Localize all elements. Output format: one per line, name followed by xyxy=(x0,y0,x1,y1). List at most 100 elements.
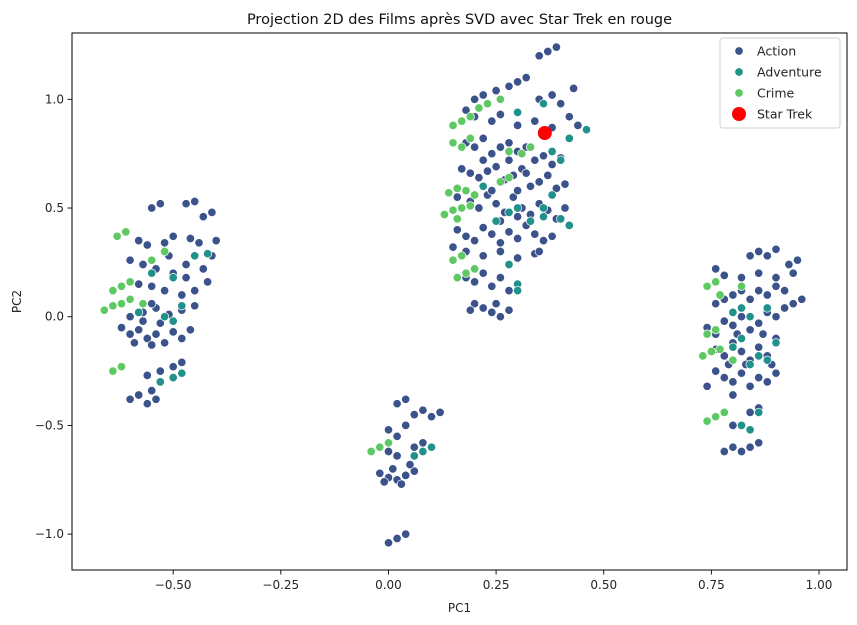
y-tick-label: 0.5 xyxy=(45,201,64,215)
data-point xyxy=(125,294,135,304)
data-point xyxy=(478,303,488,313)
data-point xyxy=(465,201,475,211)
data-point xyxy=(478,251,488,261)
data-point xyxy=(719,407,729,417)
data-point xyxy=(513,233,523,244)
data-point xyxy=(147,255,157,265)
data-point xyxy=(177,290,187,300)
data-point xyxy=(504,81,514,91)
data-point xyxy=(745,325,755,335)
data-point xyxy=(160,312,170,322)
data-point xyxy=(444,188,454,198)
data-point xyxy=(491,86,501,96)
data-point xyxy=(482,99,493,109)
data-point xyxy=(134,236,144,246)
data-point xyxy=(452,225,462,235)
data-point xyxy=(198,212,208,222)
data-point xyxy=(457,251,467,261)
data-point xyxy=(147,268,157,278)
data-point xyxy=(698,351,708,361)
data-point xyxy=(706,346,716,357)
data-point xyxy=(116,281,127,291)
y-tick-label: 1.0 xyxy=(45,92,64,106)
data-point xyxy=(465,133,475,143)
data-point xyxy=(198,264,208,274)
data-point xyxy=(168,373,178,383)
data-point xyxy=(388,464,398,474)
data-point xyxy=(754,351,764,361)
data-point xyxy=(134,390,144,400)
y-tick-label: −1.0 xyxy=(35,527,64,541)
data-point xyxy=(487,149,497,159)
data-point xyxy=(508,192,518,202)
data-point xyxy=(121,227,131,237)
data-point xyxy=(530,116,540,126)
data-point xyxy=(758,329,768,339)
data-point xyxy=(513,77,523,87)
series-action xyxy=(116,42,807,548)
data-point xyxy=(745,294,755,304)
data-point xyxy=(771,368,781,378)
data-point xyxy=(525,216,536,226)
series-adventure xyxy=(134,99,781,461)
data-point xyxy=(504,146,514,157)
legend-box xyxy=(719,37,841,129)
data-point xyxy=(487,307,497,317)
data-point xyxy=(513,203,523,213)
data-point xyxy=(474,103,484,113)
data-point xyxy=(194,238,204,248)
data-point xyxy=(383,438,394,448)
data-point xyxy=(482,166,493,176)
data-point xyxy=(719,351,729,361)
legend-marker xyxy=(734,67,744,77)
data-point xyxy=(461,231,471,241)
data-point xyxy=(383,446,394,457)
data-point xyxy=(504,305,514,315)
data-point xyxy=(504,155,514,165)
data-point xyxy=(719,316,729,326)
data-point xyxy=(543,170,553,180)
data-point xyxy=(564,112,574,122)
data-point xyxy=(715,344,725,354)
data-point xyxy=(754,286,764,296)
data-point xyxy=(569,83,579,93)
data-point xyxy=(125,394,135,404)
data-point xyxy=(448,242,458,252)
data-point xyxy=(108,366,118,376)
data-point xyxy=(478,223,488,233)
data-point xyxy=(504,138,514,148)
data-point xyxy=(142,240,152,250)
data-point xyxy=(788,299,798,309)
data-point xyxy=(525,181,536,191)
legend-label: Star Trek xyxy=(757,107,813,122)
data-point xyxy=(711,412,721,422)
data-point xyxy=(401,420,411,430)
data-point xyxy=(401,470,411,480)
data-point xyxy=(556,155,566,165)
data-point xyxy=(754,342,764,352)
data-point xyxy=(129,338,139,348)
data-point xyxy=(491,199,501,209)
data-point xyxy=(538,236,549,246)
data-point xyxy=(702,281,712,291)
data-point xyxy=(702,329,712,339)
data-point xyxy=(728,320,738,330)
data-point xyxy=(392,399,402,409)
data-point xyxy=(125,329,135,339)
data-point xyxy=(711,299,721,309)
data-point xyxy=(495,273,505,283)
data-point xyxy=(538,212,549,222)
data-point xyxy=(728,355,738,365)
data-point xyxy=(401,529,411,539)
data-point xyxy=(736,312,747,322)
data-point xyxy=(487,229,497,239)
y-tick-label: −0.5 xyxy=(35,418,64,432)
data-point xyxy=(551,183,561,193)
data-point xyxy=(556,214,566,224)
data-point xyxy=(762,251,772,261)
data-point xyxy=(513,120,523,130)
data-point xyxy=(495,246,505,257)
data-point xyxy=(190,196,200,207)
data-point xyxy=(409,442,419,452)
data-point xyxy=(155,318,165,328)
